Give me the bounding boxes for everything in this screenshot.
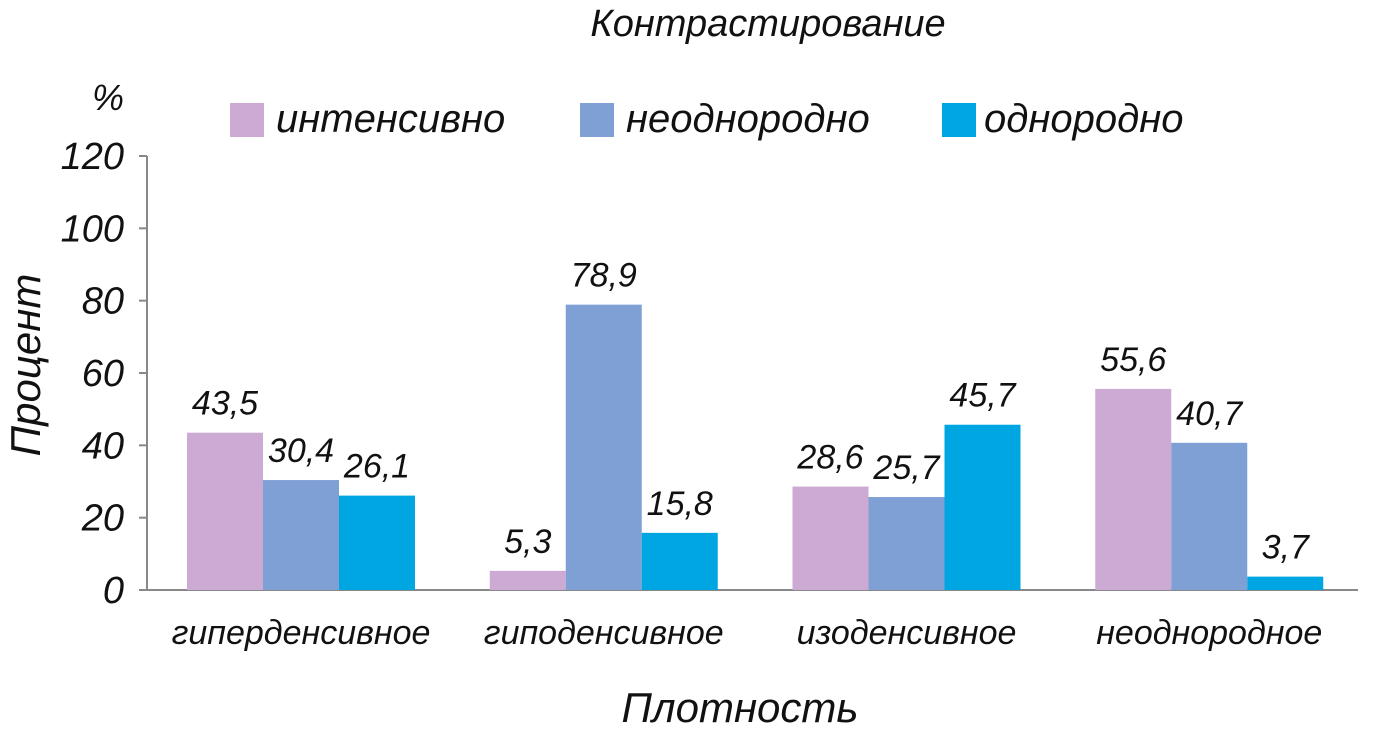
x-category-label: неоднородное [1096, 614, 1322, 652]
chart-title: Контрастирование [590, 3, 945, 45]
y-tick-label: 100 [61, 208, 124, 250]
bar [263, 480, 339, 590]
y-tick-label: 60 [82, 353, 124, 395]
y-tick-label: 20 [81, 498, 124, 540]
bar-value-label: 55,6 [1100, 341, 1166, 379]
bar [1095, 388, 1172, 590]
bar [868, 497, 945, 590]
x-category-label: гиподенсивное [484, 614, 724, 652]
bar-value-label: 28,6 [796, 439, 863, 477]
legend-label-homogeneous: однородно [984, 97, 1183, 141]
bar [641, 532, 718, 590]
bar-value-label: 25,7 [872, 449, 940, 487]
bar-value-label: 30,4 [268, 432, 334, 470]
bar-value-label: 26,1 [343, 448, 410, 486]
bar-value-label: 15,8 [647, 485, 713, 523]
bar-value-label: 78,9 [571, 257, 637, 295]
y-tick-label: 120 [61, 136, 124, 178]
bar-value-label: 5,3 [504, 523, 551, 561]
x-category-label: изоденсивное [797, 614, 1017, 652]
legend-label-intensive: интенсивно [276, 97, 505, 141]
bar-value-label: 45,7 [949, 377, 1016, 415]
y-tick-label: 40 [82, 425, 124, 467]
bar [565, 304, 642, 590]
y-axis-title: Процент [2, 274, 49, 457]
bar [187, 432, 263, 590]
bar [489, 570, 566, 590]
legend-swatch-homogeneous [942, 103, 976, 137]
bar-value-label: 40,7 [1176, 395, 1243, 433]
legend-swatch-heterogeneous [580, 103, 614, 137]
legend-label-heterogeneous: неоднородно [626, 97, 870, 141]
bar-value-label: 43,5 [192, 385, 258, 423]
bar [792, 486, 869, 590]
bar [339, 495, 415, 590]
x-category-label: гиперденсивное [172, 614, 431, 652]
x-axis-title: Плотность [621, 684, 858, 731]
legend-swatch-intensive [230, 103, 264, 137]
bar-value-label: 3,7 [1262, 529, 1310, 567]
y-unit-label: % [92, 77, 124, 118]
legend: интенсивно неоднородно однородно [230, 97, 1183, 141]
bar [1171, 442, 1248, 590]
y-tick-label: 0 [103, 570, 124, 612]
y-tick-label: 80 [82, 281, 124, 323]
bar [1247, 576, 1324, 590]
bar [944, 424, 1021, 590]
